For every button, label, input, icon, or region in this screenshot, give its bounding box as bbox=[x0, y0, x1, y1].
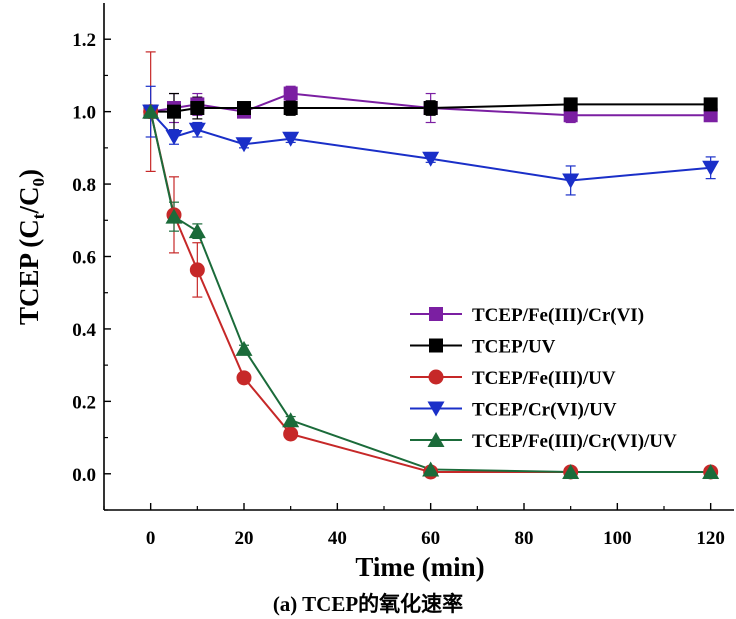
x-tick-label: 100 bbox=[603, 528, 632, 549]
y-tick-label: 0.2 bbox=[72, 392, 96, 413]
data-point bbox=[283, 101, 298, 116]
data-point bbox=[236, 370, 252, 386]
y-tick-label: 0.8 bbox=[72, 175, 96, 196]
ticks: 0.0 0.2 0.4 0.6 0.8 1.0 1.2 0 20 40 60 80 100 120 bbox=[72, 30, 725, 549]
data-point bbox=[188, 223, 206, 239]
data-point bbox=[165, 208, 183, 224]
legend-label: TCEP/Fe(III)/Cr(VI) bbox=[472, 305, 644, 326]
legend-marker bbox=[428, 369, 444, 385]
x-tick-label: 20 bbox=[235, 528, 254, 549]
data-point bbox=[702, 160, 720, 176]
data-point bbox=[237, 101, 251, 116]
legend-label: TCEP/Fe(III)/UV bbox=[472, 368, 616, 389]
data-point bbox=[188, 122, 206, 138]
data-point bbox=[702, 463, 720, 479]
legend-marker bbox=[429, 307, 443, 321]
legend: TCEP/Fe(III)/Cr(VI) TCEP/UV TCEP/Fe(III)/U… bbox=[410, 305, 677, 452]
y-axis-title-end: ) bbox=[14, 169, 44, 178]
data-point bbox=[282, 412, 300, 428]
data-point bbox=[235, 340, 253, 356]
data-point bbox=[423, 101, 438, 116]
data-point bbox=[282, 131, 300, 147]
y-axis-title-sub-0: 0 bbox=[29, 178, 48, 187]
y-axis-title: TCEP (Ct/C0) bbox=[14, 169, 48, 325]
legend-label: TCEP/UV bbox=[472, 337, 556, 358]
x-tick-label: 120 bbox=[696, 528, 725, 549]
y-axis-title-mid: /C bbox=[14, 187, 44, 215]
data-point bbox=[703, 108, 718, 123]
y-axis-title-main: TCEP (C bbox=[14, 219, 44, 325]
data-point bbox=[562, 463, 580, 479]
y-tick-label: 1.0 bbox=[72, 103, 96, 124]
data-point bbox=[562, 173, 580, 189]
data-point bbox=[422, 461, 440, 477]
data-point bbox=[563, 108, 578, 123]
data-point bbox=[283, 426, 299, 442]
y-tick-label: 1.2 bbox=[72, 30, 96, 51]
data-point bbox=[283, 86, 298, 101]
x-tick-label: 80 bbox=[515, 528, 534, 549]
x-tick-label: 60 bbox=[421, 528, 440, 549]
y-axis-title-sub-t: t bbox=[29, 213, 48, 219]
legend-label: TCEP/Fe(III)/Cr(VI)/UV bbox=[472, 431, 677, 452]
x-tick-label: 0 bbox=[146, 528, 156, 549]
data-point bbox=[422, 151, 440, 167]
data-point bbox=[165, 129, 183, 145]
data-point bbox=[563, 97, 578, 112]
y-tick-label: 0.4 bbox=[72, 320, 96, 341]
x-tick-label: 40 bbox=[328, 528, 347, 549]
legend-marker bbox=[427, 401, 445, 417]
data-point bbox=[167, 104, 181, 119]
data-point bbox=[189, 262, 205, 278]
y-tick-label: 0.0 bbox=[72, 465, 96, 486]
y-tick-label: 0.6 bbox=[72, 248, 96, 269]
series-lines bbox=[149, 92, 711, 473]
legend-label: TCEP/Cr(VI)/UV bbox=[472, 400, 617, 421]
chart: 0.0 0.2 0.4 0.6 0.8 1.0 1.2 0 20 40 60 80 100 120 TCE… bbox=[14, 3, 734, 582]
figure-caption: (a) TCEP的氧化速率 bbox=[272, 592, 464, 616]
data-point bbox=[190, 101, 205, 116]
x-axis-title: Time (min) bbox=[355, 552, 484, 582]
data-point bbox=[703, 97, 718, 112]
data-point bbox=[142, 103, 160, 119]
legend-marker bbox=[429, 338, 443, 353]
series-markers bbox=[142, 86, 720, 480]
legend-marker bbox=[427, 432, 445, 447]
data-point bbox=[235, 137, 253, 153]
